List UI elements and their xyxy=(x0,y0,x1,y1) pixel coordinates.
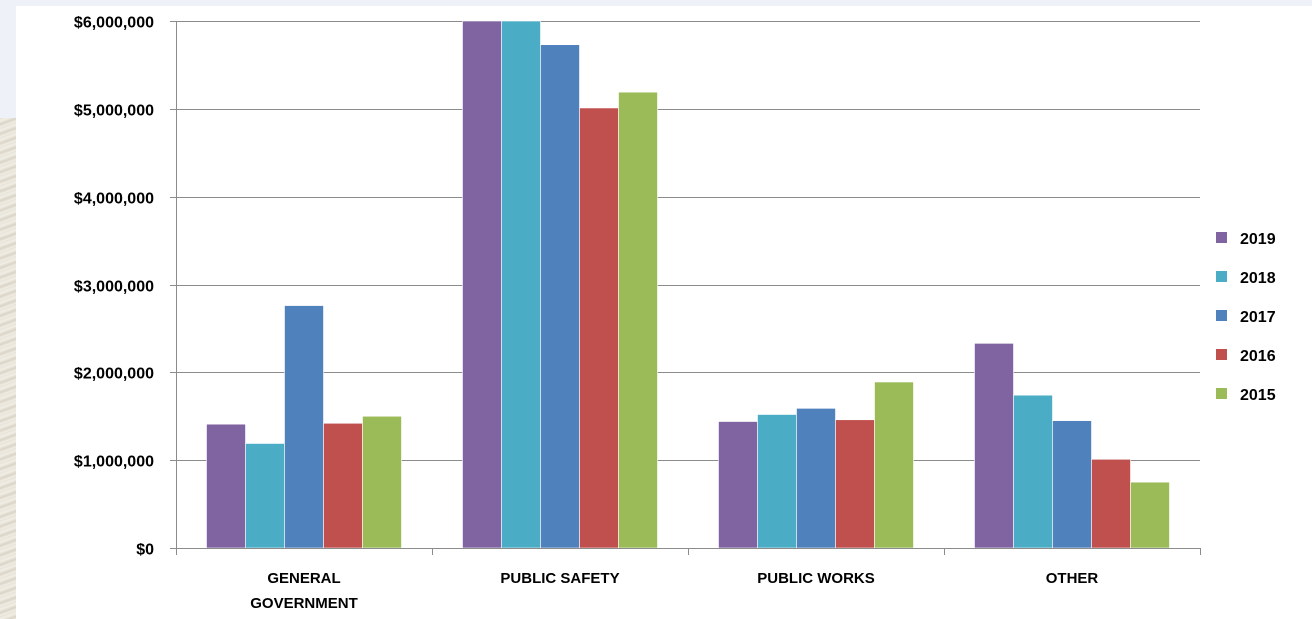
bar-2015-4 xyxy=(1130,481,1170,549)
y-tick-label: $0 xyxy=(136,542,154,559)
legend-label-2019: 2019 xyxy=(1240,231,1276,248)
bar-2019-1 xyxy=(206,423,246,549)
bar-2017-4 xyxy=(1052,420,1092,549)
bar-2018-3 xyxy=(757,414,797,549)
legend: 2019 2018 2017 2016 2015 xyxy=(1216,231,1276,404)
bar-2018-4 xyxy=(1013,394,1053,549)
y-tick-label: $2,000,000 xyxy=(74,366,154,383)
bar-2019-2 xyxy=(462,20,502,549)
legend-swatch-2018 xyxy=(1216,271,1227,282)
legend-swatch-2016 xyxy=(1216,349,1227,360)
bar-2019-3 xyxy=(718,421,758,549)
y-tick-label: $1,000,000 xyxy=(74,454,154,471)
background-texture-left xyxy=(0,118,16,619)
bars xyxy=(206,20,1170,549)
bar-2018-1 xyxy=(245,443,285,549)
y-axis-tick-labels: $0 $1,000,000 $2,000,000 $3,000,000 $4,000,0… xyxy=(74,15,154,559)
legend-swatch-2017 xyxy=(1216,310,1227,321)
background-strip-top xyxy=(0,0,1312,6)
y-tick-label: $4,000,000 xyxy=(74,191,154,208)
legend-label-2015: 2015 xyxy=(1240,387,1276,404)
bar-2016-3 xyxy=(835,419,875,549)
bar-2015-2 xyxy=(618,91,658,549)
bar-2016-4 xyxy=(1091,458,1131,549)
legend-label-2016: 2016 xyxy=(1240,348,1276,365)
bar-2016-2 xyxy=(579,107,619,549)
bar-2017-2 xyxy=(540,44,580,549)
bar-2019-4 xyxy=(974,343,1014,549)
x-tick-label: OTHER xyxy=(1046,570,1099,587)
bar-2017-1 xyxy=(284,305,324,549)
legend-swatch-2019 xyxy=(1216,232,1227,243)
x-tick-label: PUBLIC WORKS xyxy=(757,570,875,587)
axes xyxy=(170,21,1201,555)
x-tick-label: GENERAL GOVERNMENT xyxy=(250,570,358,612)
gridlines xyxy=(176,21,1200,461)
legend-swatch-2015 xyxy=(1216,388,1227,399)
y-tick-label: $5,000,000 xyxy=(74,103,154,120)
bar-2016-1 xyxy=(323,422,363,549)
x-axis-tick-labels: GENERAL GOVERNMENT PUBLIC SAFETY PUBLIC WOR… xyxy=(250,570,1098,612)
legend-label-2018: 2018 xyxy=(1240,270,1276,287)
y-tick-label: $6,000,000 xyxy=(74,15,154,32)
bar-2015-1 xyxy=(362,415,402,549)
bar-2018-2 xyxy=(501,20,541,549)
x-tick-label: PUBLIC SAFETY xyxy=(500,570,619,587)
legend-label-2017: 2017 xyxy=(1240,309,1276,326)
bar-2015-3 xyxy=(874,381,914,549)
bar-2017-3 xyxy=(796,408,836,549)
y-tick-label: $3,000,000 xyxy=(74,279,154,296)
